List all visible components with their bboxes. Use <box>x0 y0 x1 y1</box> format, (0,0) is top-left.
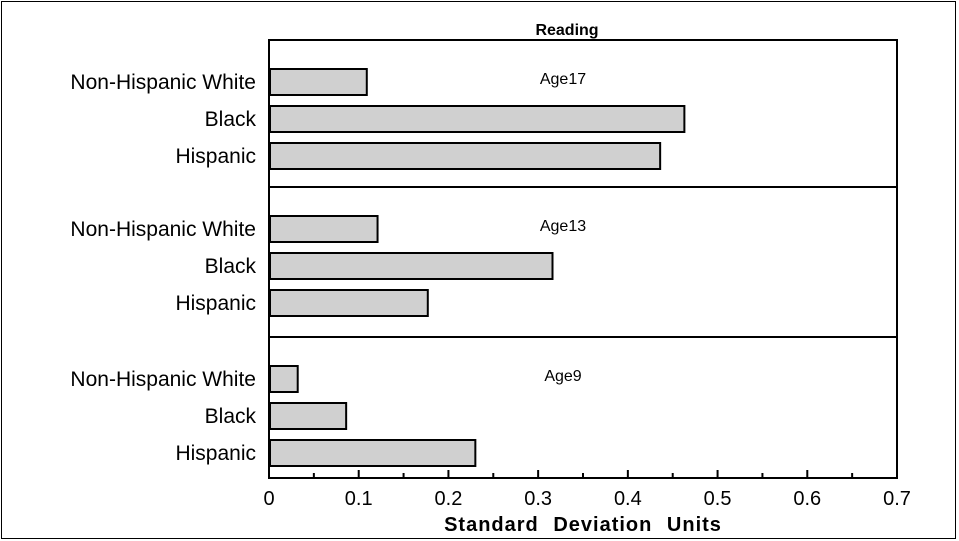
plot-area: Age17 Non-Hispanic White Black Hispanic Age1… <box>70 39 911 510</box>
panel-label: Age9 <box>544 368 581 385</box>
category-label: Non-Hispanic White <box>70 218 256 241</box>
bar <box>269 365 299 393</box>
category-label: Non-Hispanic White <box>70 71 256 94</box>
bar <box>269 439 477 467</box>
x-tick-label: 0.1 <box>345 488 373 510</box>
x-tick-label: 0.5 <box>704 488 732 510</box>
x-axis-label: Standard Deviation Units <box>444 514 722 536</box>
category-label: Black <box>205 255 257 278</box>
bar <box>269 142 662 170</box>
category-label: Hispanic <box>175 145 256 168</box>
bar <box>269 252 554 280</box>
category-label: Black <box>205 108 257 131</box>
panel-label: Age13 <box>540 218 586 235</box>
category-label: Black <box>205 405 257 428</box>
x-tick-label: 0.3 <box>524 488 552 510</box>
bar <box>269 68 368 96</box>
panel-label: Age17 <box>540 71 586 88</box>
bar <box>269 215 379 243</box>
x-tick-label: 0 <box>263 488 274 510</box>
bar <box>269 289 429 317</box>
chart-title: Reading <box>535 22 598 39</box>
category-label: Hispanic <box>175 292 256 315</box>
x-tick-label: 0.4 <box>614 488 642 510</box>
x-tick-label: 0.7 <box>883 488 911 510</box>
bar <box>269 105 686 133</box>
category-label: Non-Hispanic White <box>70 368 256 391</box>
x-tick-label: 0.2 <box>435 488 463 510</box>
x-tick-label: 0.6 <box>793 488 821 510</box>
category-label: Hispanic <box>175 442 256 465</box>
bar <box>269 402 348 430</box>
